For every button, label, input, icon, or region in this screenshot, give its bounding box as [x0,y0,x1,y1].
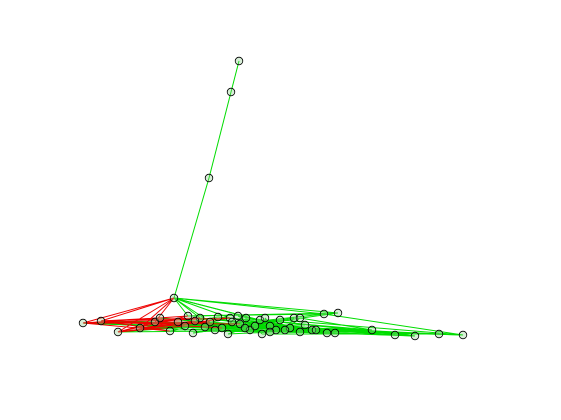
graph-node [165,326,175,336]
graph-node [300,320,310,330]
graph-node [250,321,260,331]
graph-edge [173,297,231,319]
graph-edge [237,315,256,327]
graph-edge [100,317,161,322]
graph-node [257,329,267,339]
graph-node [226,87,236,97]
graph-node [458,330,468,340]
graph-node [280,325,290,335]
graph-node [333,308,343,318]
graph-node [190,316,200,326]
graph-edge [173,177,210,299]
graph-edge [279,319,464,336]
graph-node [255,315,265,325]
graph-node [295,313,305,323]
graph-node [285,323,295,333]
graph-node [113,327,123,337]
graph-nodes [78,56,468,341]
graph-node [390,330,400,340]
graph-edge [208,91,232,179]
graph-node [260,313,270,323]
graph-edge [117,297,175,333]
graph-node [289,313,299,323]
graph-edge [269,331,336,334]
graph-edge [82,322,171,332]
graph-node [225,313,235,323]
graph-node [213,312,223,322]
graph-node [135,323,145,333]
graph-node [155,313,165,323]
graph-edge [100,320,223,329]
graph-node [227,317,237,327]
graph-node [183,311,193,321]
graph-edge [173,297,291,329]
graph-node [173,317,183,327]
graph-node [204,173,214,183]
graph-node [240,323,250,333]
graph-node [200,322,210,332]
graph-node [295,327,305,337]
graph-edge [173,297,339,314]
graph-node [188,328,198,338]
graph-node [434,329,444,339]
graph-node [205,317,215,327]
graph-node [210,325,220,335]
green-edges [82,60,464,337]
graph-edge [82,322,241,325]
graph-node [234,56,244,66]
graph-node [367,325,377,335]
graph-node [169,293,179,303]
graph-edge [82,297,175,324]
graph-node [233,311,243,321]
graph-edge [100,320,171,332]
graph-node [311,325,321,335]
graph-node [96,316,106,326]
graph-node [319,309,329,319]
graph-edge [323,313,464,336]
graph-node [217,323,227,333]
graph-edge [299,317,373,331]
graph-node [330,328,340,338]
graph-node [78,318,88,328]
graph-node [195,313,205,323]
graph-node [410,331,420,341]
graph-edge [227,327,246,335]
graph-node [265,327,275,337]
graph-node [265,321,275,331]
graph-node [275,315,285,325]
graph-edge [192,312,339,334]
graph-edge [100,297,175,322]
graph-node [223,329,233,339]
graph-node [180,321,190,331]
red-edges [82,297,241,333]
graph-edge [230,60,240,93]
graph-node [322,328,332,338]
graph-node [241,313,251,323]
